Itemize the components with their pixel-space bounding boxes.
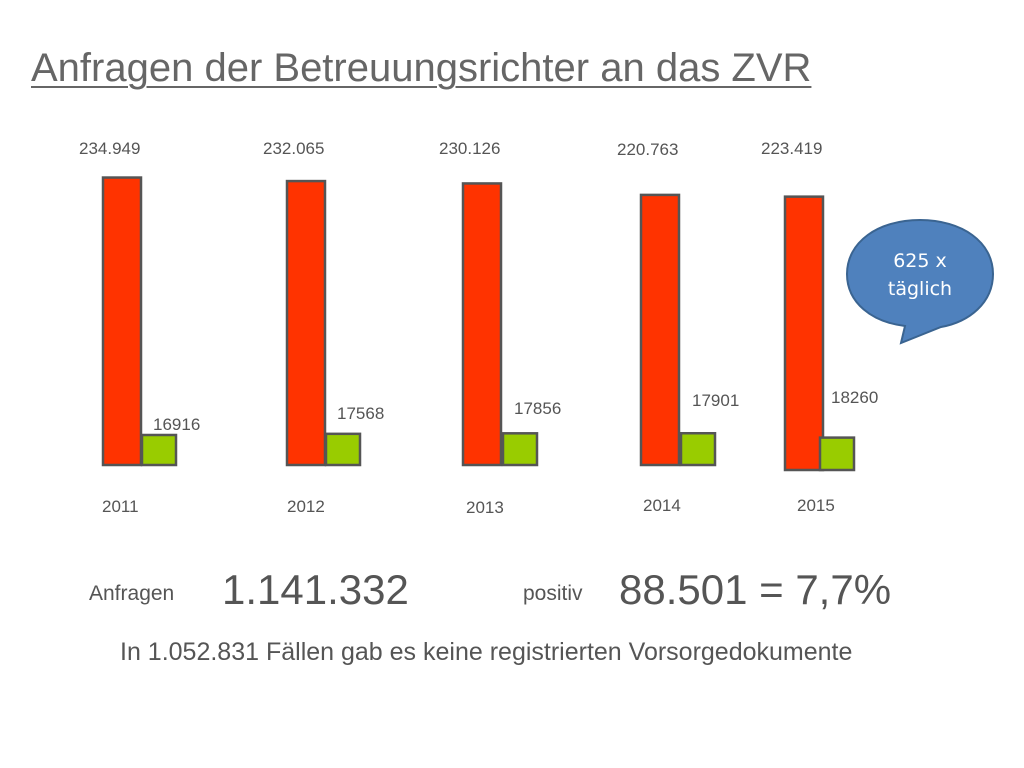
footnote: In 1.052.831 Fällen gab es keine registr… — [120, 638, 853, 666]
data-label-total-2012: 232.065 — [263, 139, 324, 158]
bar-positive-2015 — [818, 436, 856, 472]
data-label-positive-2013: 17856 — [514, 399, 561, 418]
positive-label: positiv — [523, 582, 583, 605]
data-label-total-2011: 234.949 — [79, 139, 140, 158]
bar-total-2013 — [461, 182, 503, 467]
bar-total-2011 — [101, 176, 143, 467]
bar-positive-2013 — [501, 432, 539, 467]
bar-positive-2011 — [140, 433, 178, 467]
positive-total: 88.501 = 7,7% — [619, 566, 892, 613]
category-label-2013: 2013 — [466, 498, 504, 517]
category-label-2014: 2014 — [643, 496, 681, 515]
bar-total-2015 — [783, 195, 825, 472]
speech-bubble-shape — [845, 218, 995, 345]
data-label-positive-2012: 17568 — [337, 404, 384, 423]
bar-total-2012 — [285, 179, 327, 467]
requests-label: Anfragen — [89, 582, 175, 605]
data-label-total-2014: 220.763 — [617, 140, 678, 159]
speech-bubble-callout — [845, 218, 995, 345]
data-label-total-2013: 230.126 — [439, 139, 500, 158]
category-label-2012: 2012 — [287, 497, 325, 516]
data-label-total-2015: 223.419 — [761, 139, 822, 158]
data-label-positive-2011: 16916 — [153, 415, 200, 434]
data-label-positive-2014: 17901 — [692, 391, 739, 410]
page-title: Anfragen der Betreuungsrichter an das ZV… — [31, 46, 812, 90]
callout-text: 625 x täglich — [850, 247, 990, 303]
category-label-2015: 2015 — [797, 496, 835, 515]
bar-chart: 234.949 16916 2011 232.065 17568 2012 230.126 1… — [79, 139, 878, 517]
requests-total: 1.141.332 — [222, 566, 409, 613]
callout-line-2: täglich — [887, 278, 953, 300]
bar-positive-2012 — [324, 432, 362, 467]
data-label-positive-2015: 18260 — [831, 388, 878, 407]
callout-line-1: 625 x — [893, 250, 947, 272]
bar-positive-2014 — [679, 431, 717, 467]
category-label-2011: 2011 — [102, 497, 139, 516]
bar-total-2014 — [639, 193, 681, 467]
